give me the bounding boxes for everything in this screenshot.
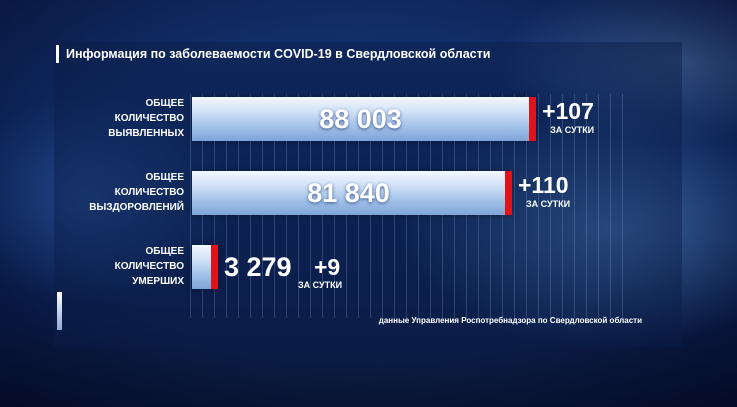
category-label-line: ВЫЯВЛЕННЫХ (108, 128, 184, 139)
title-accent-bar (56, 45, 59, 63)
category-label-line: ОБЩЕЕ (145, 172, 185, 183)
delta-value: +110 (517, 172, 569, 198)
category-label-line: ВЫЗДОРОВЛЕНИЙ (89, 202, 184, 213)
value-label: 81 840 (307, 178, 390, 208)
category-label: ОБЩЕЕ КОЛИЧЕСТВО ВЫЗДОРОВЛЕНИЙ (64, 170, 184, 215)
category-label-line: ОБЩЕЕ (145, 246, 185, 257)
value-label: 88 003 (319, 104, 402, 134)
category-label-line: КОЛИЧЕСТВО (114, 113, 184, 124)
source-note: данные Управления Роспотребнадзора по Св… (378, 316, 642, 325)
bar: 81 840 (192, 171, 512, 215)
delta-caption: ЗА СУТКИ (298, 280, 343, 290)
delta-caption: ЗА СУТКИ (550, 125, 595, 135)
bar: 88 003 (192, 97, 537, 141)
category-label: ОБЩЕЕ КОЛИЧЕСТВО ВЫЯВЛЕННЫХ (64, 96, 184, 141)
bar-cap (529, 97, 537, 141)
category-label-line: УМЕРШИХ (132, 276, 184, 287)
category-label-line: КОЛИЧЕСТВО (114, 261, 184, 272)
bar-cap (504, 171, 512, 215)
bar (192, 245, 218, 289)
chart-title: Информация по заболеваемости COVID-19 в … (66, 47, 491, 61)
delta-caption: ЗА СУТКИ (525, 199, 571, 209)
value-label: 3 279 (224, 252, 292, 282)
side-accent-bar (57, 292, 62, 330)
category-label-line: КОЛИЧЕСТВО (114, 187, 184, 198)
bar-cap (211, 245, 218, 289)
category-label-line: ОБЩЕЕ (145, 98, 185, 109)
delta-value: +9 (314, 254, 341, 280)
category-label: ОБЩЕЕ КОЛИЧЕСТВО УМЕРШИХ (64, 244, 184, 289)
delta-value: +107 (542, 98, 594, 124)
